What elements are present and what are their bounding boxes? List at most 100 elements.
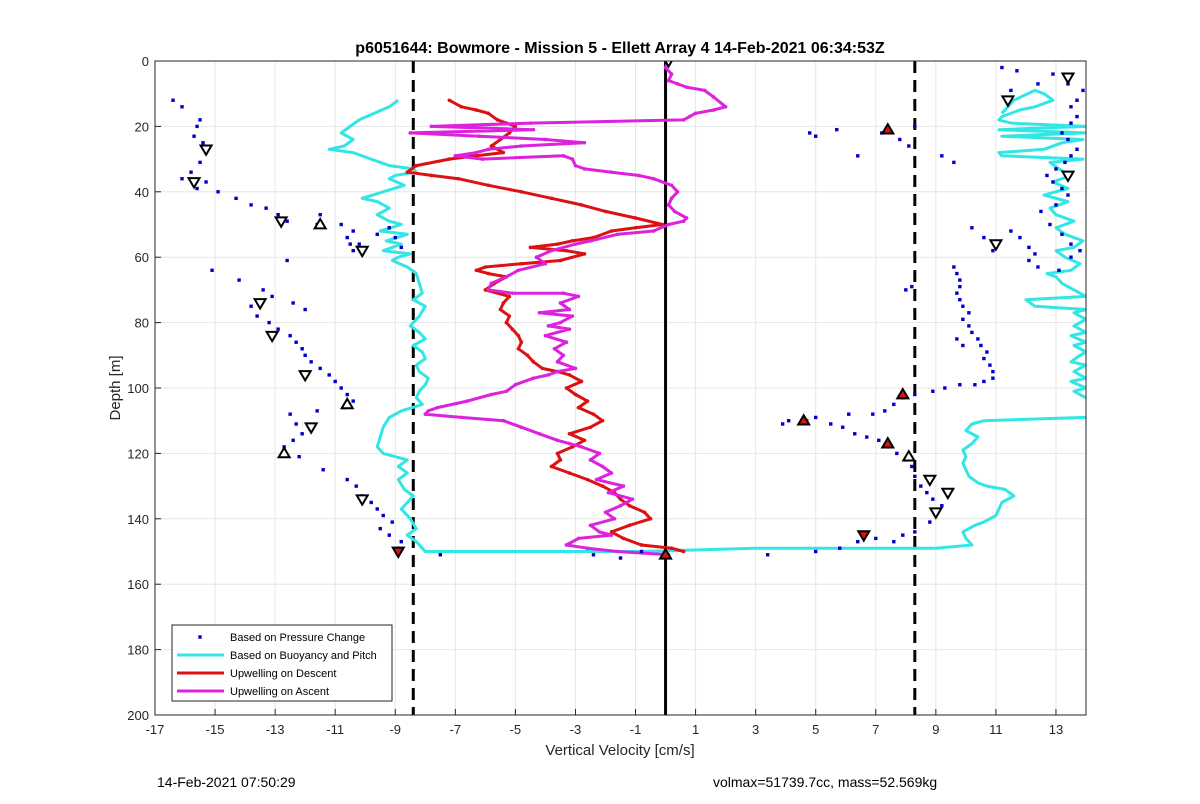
- upwelling-on-descent-line: [405, 98, 684, 553]
- upwelling-on-descent-point: [669, 546, 674, 551]
- upwelling-on-ascent-point: [588, 458, 593, 462]
- upwelling-on-descent-point: [516, 333, 521, 338]
- upwelling-on-ascent-point: [567, 441, 572, 446]
- x-tick-label: 3: [752, 722, 759, 737]
- upwelling-on-descent-point: [459, 104, 464, 109]
- upwelling-on-ascent-point: [546, 373, 551, 377]
- pressure-change-point: [195, 186, 199, 191]
- upwelling-on-ascent-point: [684, 85, 689, 89]
- pressure-change-point: [952, 160, 956, 165]
- pressure-change-point: [958, 383, 962, 387]
- footer-timestamp: 14-Feb-2021 07:50:29: [157, 774, 296, 790]
- triangle-up-marker: [658, 547, 673, 560]
- pressure-change-point: [931, 389, 935, 393]
- pressure-change-point: [982, 235, 986, 240]
- pressure-change-point: [591, 553, 596, 557]
- pressure-change-point: [970, 330, 974, 335]
- pressure-change-point: [883, 409, 887, 413]
- pressure-change-point: [345, 235, 349, 240]
- pressure-change-point: [973, 383, 977, 387]
- upwelling-on-ascent-point: [549, 248, 554, 253]
- upwelling-on-descent-point: [486, 271, 491, 276]
- upwelling-on-ascent-point: [585, 546, 590, 551]
- upwelling-on-descent-point: [513, 124, 518, 129]
- upwelling-on-descent-point: [483, 288, 488, 292]
- pressure-change-point: [369, 500, 373, 505]
- y-tick-label: 80: [135, 316, 149, 331]
- upwelling-on-descent-point: [501, 301, 506, 305]
- pressure-change-point: [1066, 137, 1070, 142]
- pressure-change-point: [288, 412, 292, 416]
- pressure-change-point: [333, 379, 337, 384]
- upwelling-on-descent-point: [519, 340, 524, 345]
- pressure-change-point: [294, 422, 298, 426]
- upwelling-on-ascent-point: [423, 412, 428, 416]
- upwelling-on-ascent-point: [681, 118, 686, 122]
- upwelling-on-ascent-point: [672, 209, 677, 214]
- triangle-down-marker: [303, 422, 319, 435]
- x-tick-label: -5: [510, 722, 522, 737]
- upwelling-on-ascent-point: [453, 154, 458, 158]
- upwelling-on-ascent-point: [459, 415, 464, 420]
- triangle-down-marker: [1000, 95, 1016, 108]
- pressure-change-point: [234, 196, 238, 201]
- pressure-change-point: [838, 546, 842, 550]
- upwelling-on-ascent-point: [546, 324, 551, 328]
- upwelling-on-descent-point: [486, 183, 491, 188]
- pressure-change-point: [898, 137, 902, 142]
- triangle-up-marker: [796, 413, 811, 426]
- pressure-change-point: [991, 369, 995, 374]
- x-tick-label: -7: [450, 722, 462, 737]
- pressure-change-point: [297, 454, 301, 459]
- triangle-down-marker: [664, 61, 673, 69]
- upwelling-on-ascent-point: [723, 104, 728, 109]
- upwelling-on-ascent-point: [486, 147, 491, 152]
- upwelling-on-descent-point: [564, 386, 569, 390]
- upwelling-on-ascent-point: [651, 176, 656, 181]
- pressure-change-point: [303, 307, 307, 312]
- upwelling-on-descent-point: [609, 229, 614, 233]
- triangle-down-marker: [928, 507, 944, 520]
- pressure-change-point: [1063, 160, 1067, 165]
- pressure-change-point: [925, 490, 929, 495]
- upwelling-on-ascent-point: [582, 140, 587, 145]
- pressure-change-point: [1039, 209, 1043, 214]
- upwelling-on-descent-point: [603, 209, 608, 214]
- upwelling-on-descent-point: [642, 510, 647, 515]
- upwelling-on-descent-point: [510, 327, 515, 331]
- upwelling-on-descent-point: [621, 536, 626, 541]
- pressure-change-point: [318, 212, 322, 217]
- based-on-buoyancy-and-pitch-line: [997, 88, 1086, 400]
- upwelling-on-descent-point: [474, 154, 479, 158]
- pressure-change-point: [261, 288, 265, 292]
- upwelling-on-ascent-point: [594, 477, 599, 482]
- pressure-change-point: [952, 265, 956, 269]
- pressure-change-point: [327, 373, 331, 377]
- pressure-change-point: [1015, 69, 1019, 73]
- pressure-change-point: [847, 412, 851, 416]
- upwelling-on-descent-point: [591, 412, 596, 416]
- upwelling-on-ascent-point: [528, 121, 533, 125]
- pressure-change-point: [955, 271, 959, 276]
- upwelling-on-ascent-point: [615, 232, 620, 237]
- pressure-change-point: [943, 386, 947, 390]
- pressure-change-point: [910, 464, 914, 469]
- legend-label: Upwelling on Descent: [230, 668, 336, 680]
- pressure-change-point: [865, 435, 869, 439]
- x-tick-label: -9: [389, 722, 401, 737]
- pressure-change-point: [1051, 180, 1055, 184]
- upwelling-on-descent-point: [588, 425, 593, 430]
- pressure-change-point: [438, 553, 443, 557]
- upwelling-on-ascent-point: [564, 543, 569, 547]
- pressure-change-point: [210, 268, 214, 272]
- y-tick-label: 140: [127, 512, 149, 527]
- pressure-change-point: [1069, 242, 1073, 246]
- upwelling-on-descent-point: [618, 497, 623, 501]
- pressure-change-point: [1069, 255, 1073, 259]
- legend-label: Based on Pressure Change: [230, 632, 365, 644]
- pressure-change-point: [853, 432, 857, 436]
- legend: Based on Pressure Change Based on Buoyanc…: [171, 624, 393, 702]
- pressure-change-point: [303, 353, 307, 357]
- upwelling-on-ascent-point: [630, 497, 635, 501]
- pressure-change-point: [198, 160, 202, 165]
